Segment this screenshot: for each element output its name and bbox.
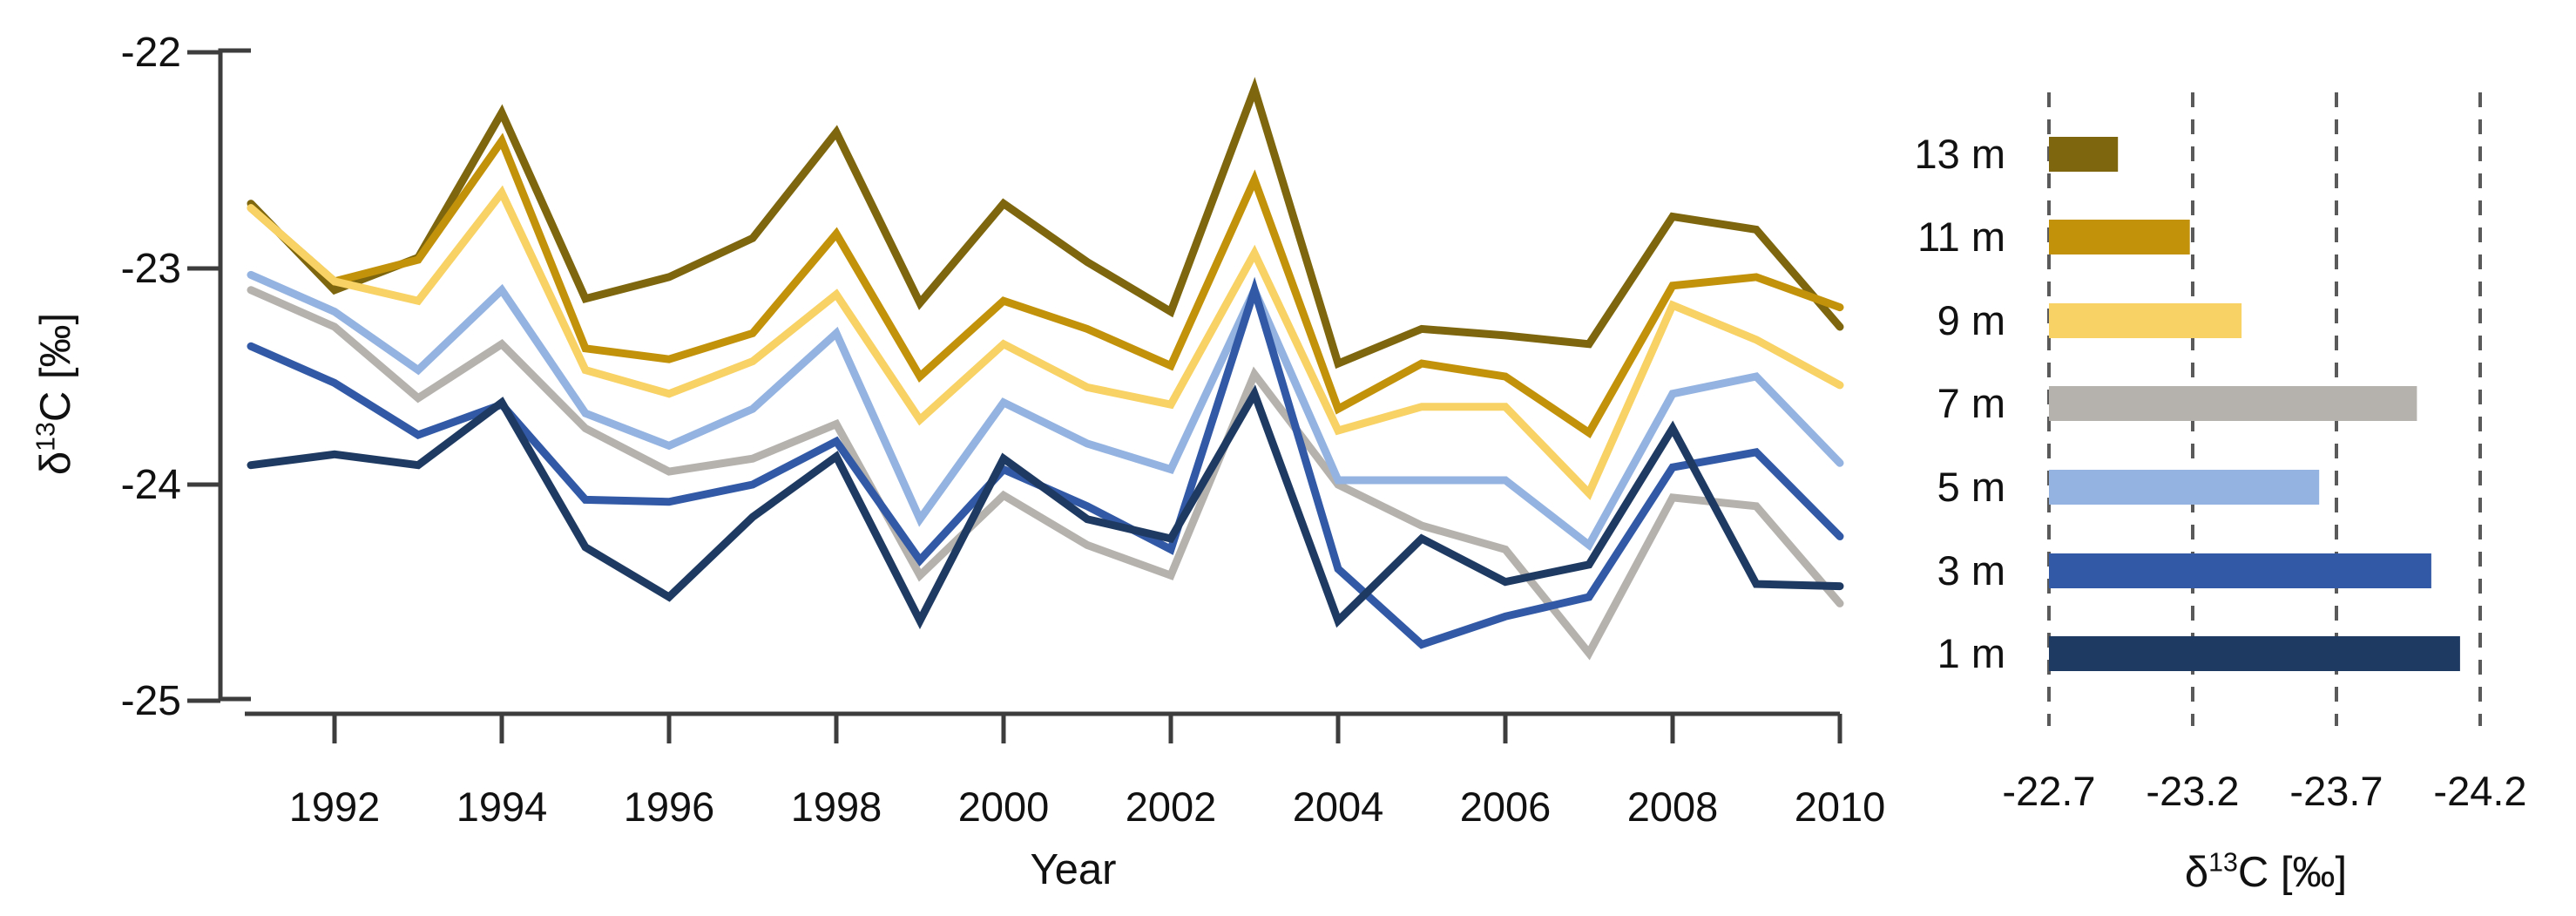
bar-x-tick-label: -22.7: [2002, 768, 2095, 814]
y-tick-label: -23: [121, 246, 181, 292]
line-series-11m: [247, 132, 1844, 438]
bar-category-label: 1 m: [1937, 630, 2005, 676]
bar-x-axis-label: δ13C [‰]: [2185, 848, 2347, 897]
bar-5m: [2049, 470, 2320, 505]
y-axis-line: [218, 48, 251, 702]
x-tick-label: 1996: [624, 784, 715, 830]
y-tick-label: -25: [121, 678, 181, 724]
line-series-1m: [247, 384, 1844, 630]
x-tick-label: 2000: [958, 784, 1050, 830]
bar-xlabel-delta: δ: [2184, 849, 2209, 896]
bar-category-label: 9 m: [1937, 297, 2005, 343]
bar-13m: [2049, 137, 2119, 172]
x-axis-label: Year: [1030, 845, 1116, 894]
bar-1m: [2049, 636, 2460, 671]
bar-category-label: 7 m: [1937, 380, 2005, 426]
x-tick-label: 2010: [1795, 784, 1886, 830]
y-tick-label: -22: [121, 30, 181, 76]
bar-9m: [2049, 303, 2242, 338]
bar-category-label: 13 m: [1915, 131, 2006, 177]
line-series-7m: [247, 286, 1844, 661]
x-tick-label: 1992: [289, 784, 381, 830]
xlabel-text: Year: [1030, 846, 1117, 893]
x-tick-label: 2004: [1293, 784, 1384, 830]
ylabel-delta: δ: [32, 451, 79, 476]
x-tick-label: 1998: [791, 784, 882, 830]
line-series-5m: [247, 270, 1844, 552]
bar-category-label: 11 m: [1917, 214, 2005, 260]
bar-3m: [2049, 553, 2431, 588]
bar-7m: [2049, 386, 2417, 421]
ylabel-superscript: 13: [30, 422, 61, 451]
line-series-13m: [247, 77, 1844, 370]
ylabel-rest: C [‰]: [32, 312, 79, 423]
bar-x-tick-label: -23.2: [2146, 768, 2239, 814]
line-series-9m: [247, 185, 1844, 500]
x-tick-label: 2008: [1627, 784, 1719, 830]
x-tick-label: 2002: [1126, 784, 1217, 830]
x-tick-label: 1994: [456, 784, 548, 830]
x-tick-label: 2006: [1460, 784, 1552, 830]
bar-xlabel-rest: C [‰]: [2237, 849, 2348, 896]
bar-11m: [2049, 220, 2190, 254]
y-tick-label: -24: [121, 462, 181, 508]
y-axis-label: δ13C [‰]: [31, 313, 80, 475]
bar-category-label: 3 m: [1937, 547, 2005, 594]
bar-x-tick-label: -24.2: [2433, 768, 2526, 814]
bar-xlabel-superscript: 13: [2208, 847, 2238, 878]
bar-x-tick-label: -23.7: [2289, 768, 2383, 814]
bar-category-label: 5 m: [1937, 464, 2005, 510]
